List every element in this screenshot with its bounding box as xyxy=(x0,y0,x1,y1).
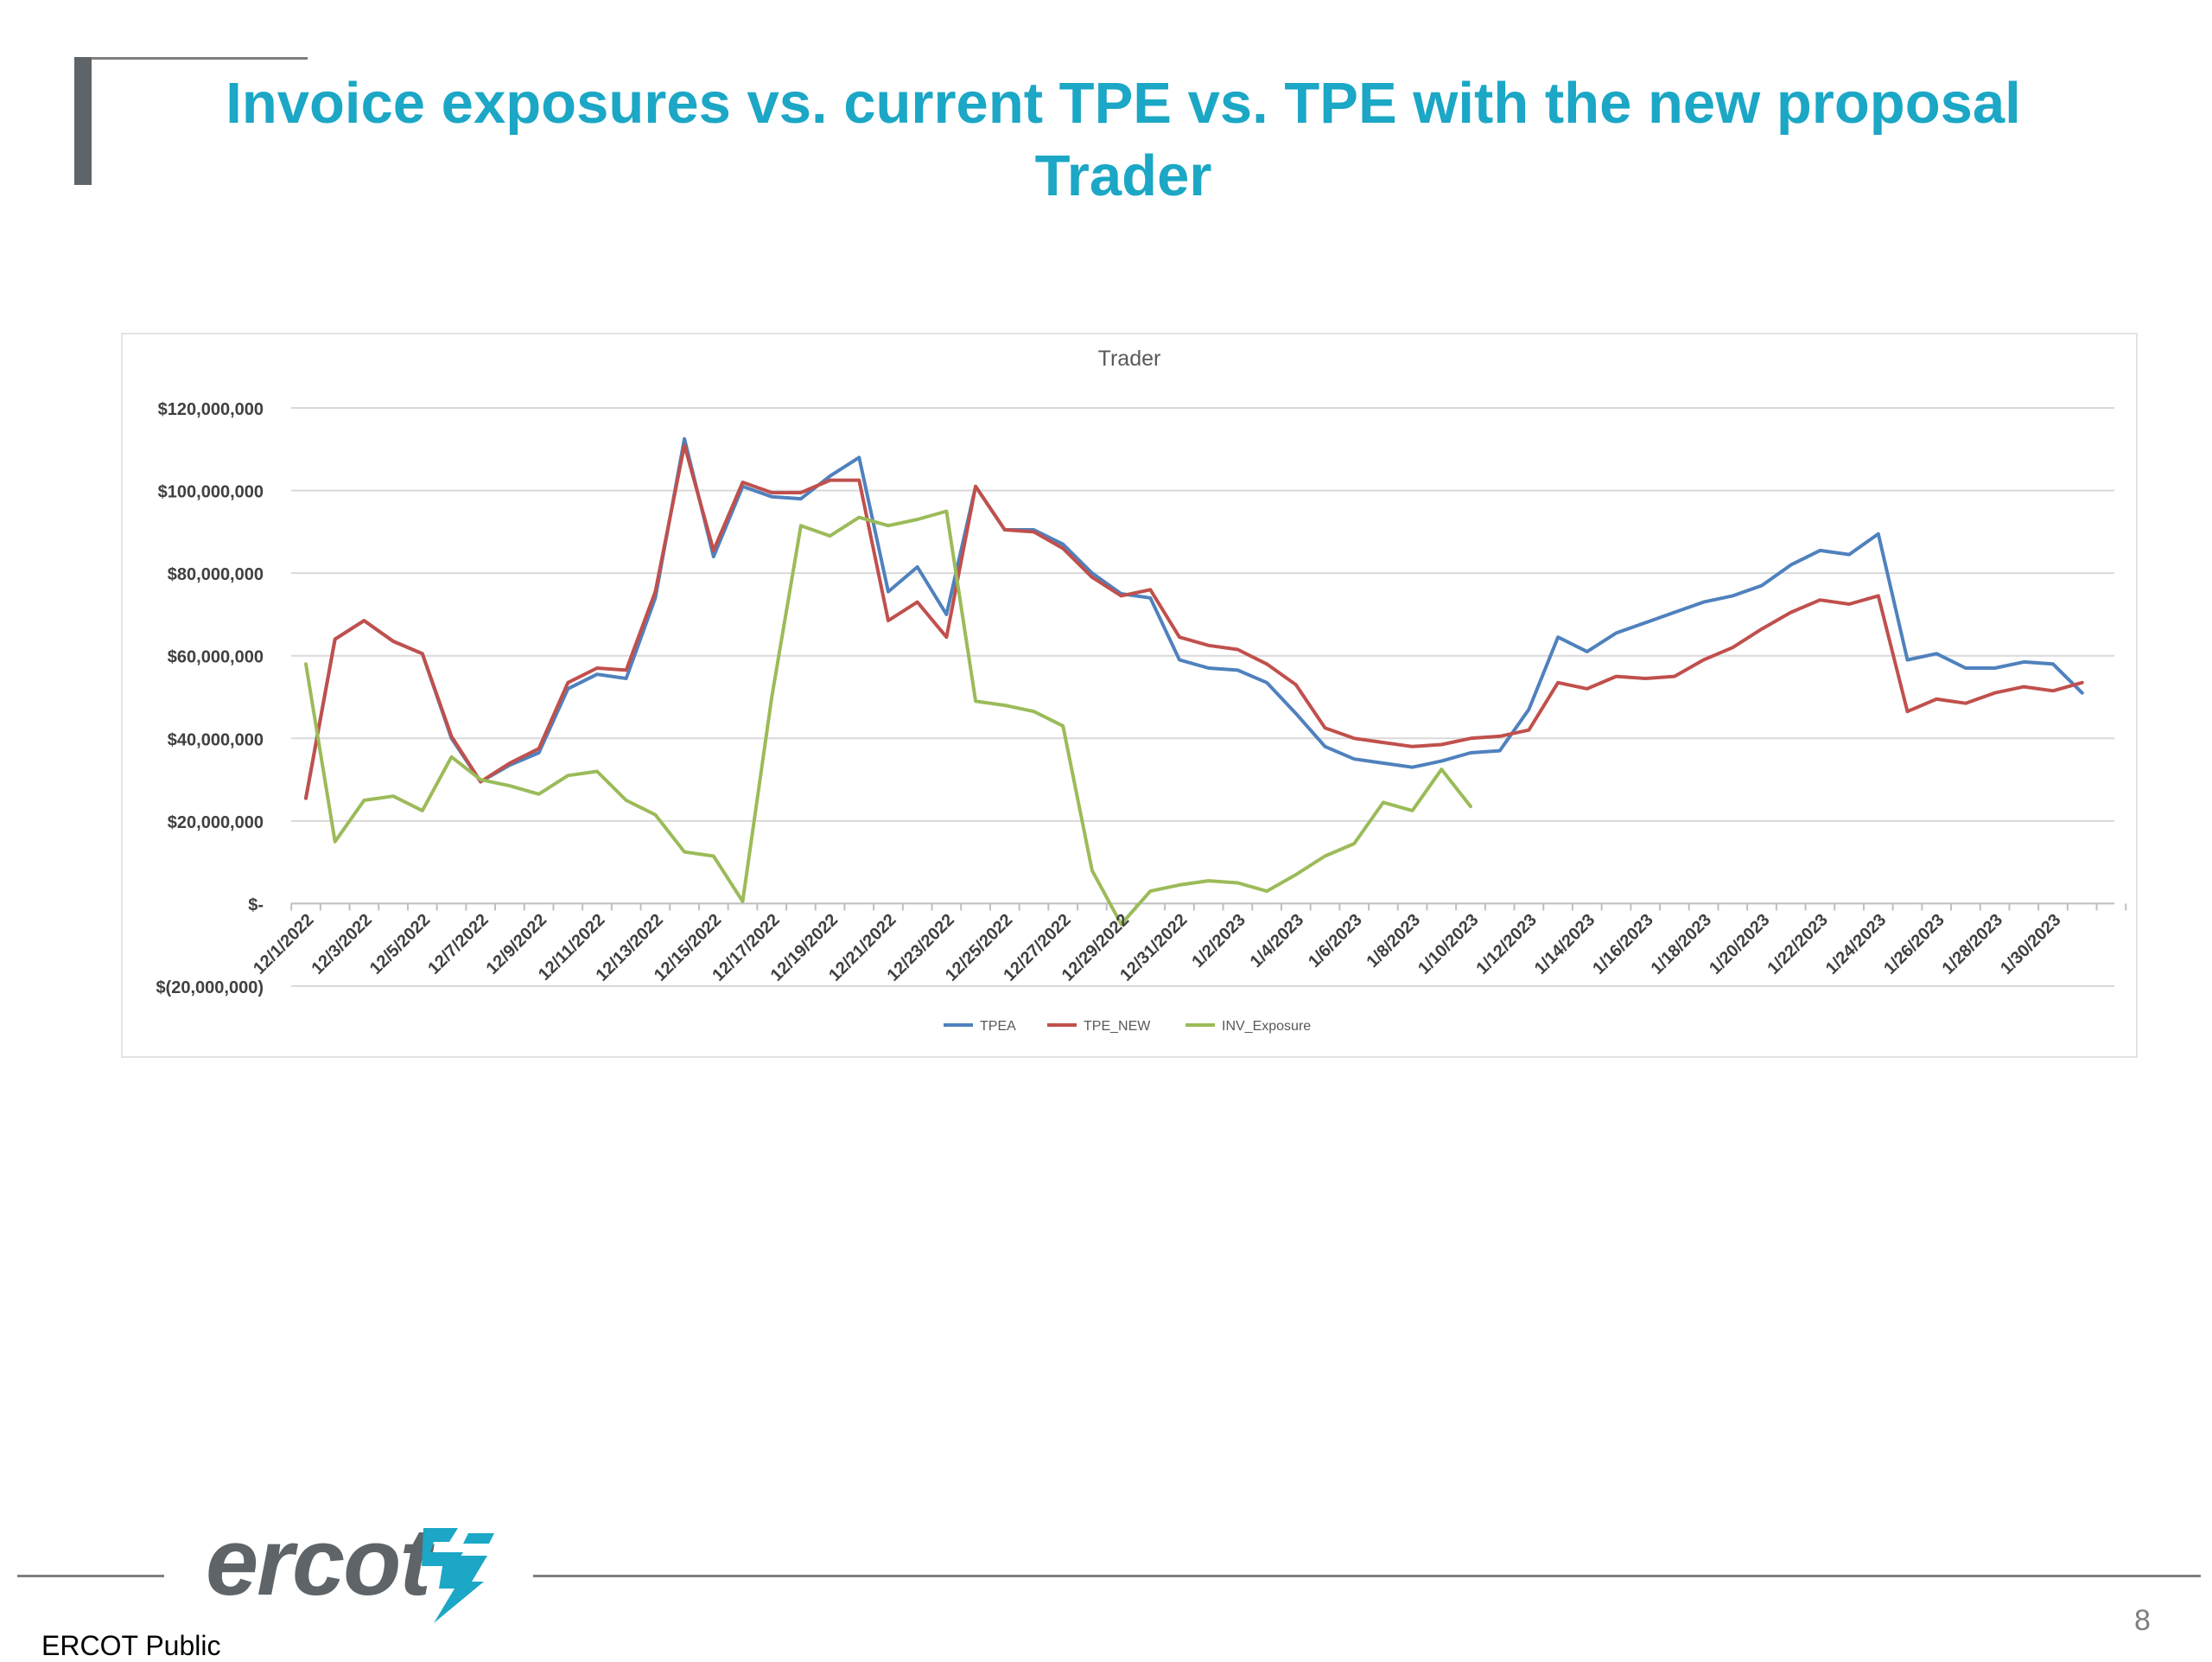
x-tick-label: 12/3/2022 xyxy=(308,910,375,977)
page-number: 8 xyxy=(2134,1604,2151,1637)
slide-title-line1: Invoice exposures vs. current TPE vs. TP… xyxy=(226,71,2021,136)
x-tick-label: 1/14/2023 xyxy=(1531,910,1599,977)
chart-frame: Trader $(20,000,000) $- $20,000,000 $40,000… xyxy=(121,333,2138,1058)
slide-title: Invoice exposures vs. current TPE vs. TP… xyxy=(130,67,2117,213)
footer-divider-left xyxy=(17,1575,164,1577)
x-tick-label: 1/26/2023 xyxy=(1880,910,1948,977)
x-tick-label: 1/6/2023 xyxy=(1305,910,1366,971)
x-tick-label: 1/24/2023 xyxy=(1822,910,1890,977)
chart-series xyxy=(304,436,2084,927)
chart-legend: TPEA TPE_NEW INV_Exposure xyxy=(944,1019,1311,1034)
title-bracket-decoration xyxy=(74,57,308,185)
x-tick-label: 1/8/2023 xyxy=(1363,910,1425,971)
y-tick-label: $20,000,000 xyxy=(168,813,264,832)
y-tick-label: $40,000,000 xyxy=(168,730,264,749)
slide-title-line2: Trader xyxy=(1034,143,1212,208)
x-tick-label: 12/5/2022 xyxy=(366,910,434,977)
series-line-inv-exposure xyxy=(304,509,1472,927)
y-tick-label: $100,000,000 xyxy=(158,483,264,502)
ercot-lightning-logo-icon xyxy=(422,1528,494,1623)
y-tick-label: $80,000,000 xyxy=(168,565,264,584)
x-tick-label: 1/22/2023 xyxy=(1764,910,1831,977)
x-tick-label: 1/10/2023 xyxy=(1414,910,1482,977)
series-line-tpea xyxy=(304,436,2084,800)
x-axis-tick-labels: 12/1/202212/3/202212/5/202212/7/202212/9… xyxy=(250,910,2064,984)
x-tick-label: 1/20/2023 xyxy=(1706,910,1773,977)
legend-label: INV_Exposure xyxy=(1222,1019,1311,1034)
footer-divider-right xyxy=(533,1575,2201,1577)
x-tick-label: 1/30/2023 xyxy=(1997,910,2064,977)
legend-label: TPEA xyxy=(980,1019,1016,1034)
y-tick-label: $60,000,000 xyxy=(168,648,264,667)
x-tick-label: 1/4/2023 xyxy=(1247,910,1308,971)
x-tick-label: 1/16/2023 xyxy=(1589,910,1656,977)
y-tick-label: $(20,000,000) xyxy=(156,978,264,997)
x-tick-label: 12/1/2022 xyxy=(250,910,317,977)
x-tick-label: 12/7/2022 xyxy=(424,910,492,977)
y-axis-tick-labels: $(20,000,000) $- $20,000,000 $40,000,000 $60… xyxy=(156,400,264,997)
line-chart: Trader $(20,000,000) $- $20,000,000 $40,000… xyxy=(156,347,2127,1034)
ercot-logo-wordmark: ercot xyxy=(206,1509,431,1615)
x-tick-label: 1/12/2023 xyxy=(1472,910,1540,977)
legend-label: TPE_NEW xyxy=(1084,1019,1151,1034)
series-line-tpe-new xyxy=(304,443,2084,800)
chart-title: Trader xyxy=(1098,347,1161,371)
x-tick-label: 1/18/2023 xyxy=(1648,910,1715,977)
x-tick-label: 1/2/2023 xyxy=(1188,910,1249,971)
y-tick-label: $- xyxy=(248,895,264,914)
x-axis xyxy=(290,902,2127,911)
y-tick-label: $120,000,000 xyxy=(158,400,264,419)
footer-classification-label: ERCOT Public xyxy=(41,1630,221,1661)
x-tick-label: 1/28/2023 xyxy=(1939,910,2006,977)
